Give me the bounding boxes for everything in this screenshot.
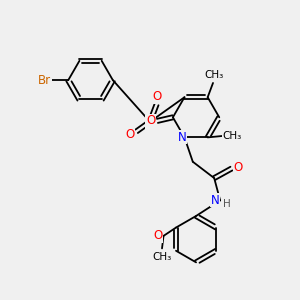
Text: N: N [178, 131, 187, 144]
Text: O: O [125, 128, 135, 141]
Text: CH₃: CH₃ [222, 131, 242, 141]
Text: CH₃: CH₃ [152, 252, 172, 262]
Text: Br: Br [38, 74, 51, 87]
Text: S: S [146, 115, 154, 128]
Text: N: N [210, 194, 219, 207]
Text: O: O [152, 90, 161, 103]
Text: O: O [233, 160, 243, 174]
Text: H: H [223, 199, 231, 209]
Text: O: O [146, 114, 155, 128]
Text: O: O [153, 230, 162, 242]
Text: CH₃: CH₃ [205, 70, 224, 80]
